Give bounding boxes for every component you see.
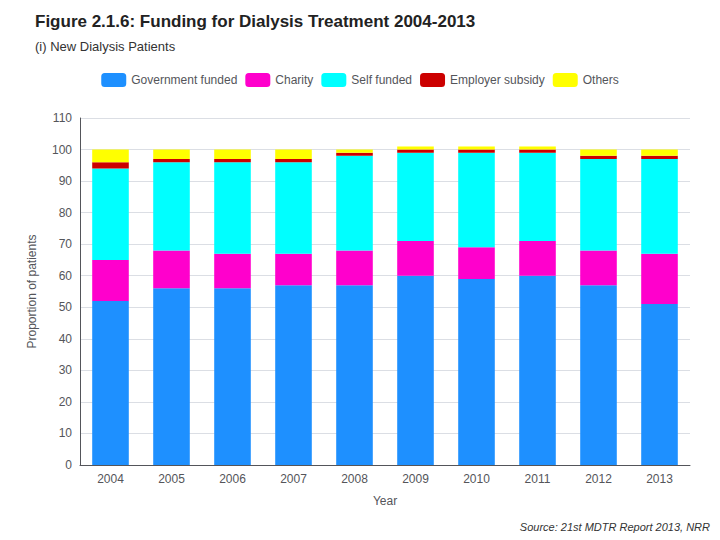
svg-text:110: 110 (53, 111, 72, 125)
svg-text:Figure 2.1.6: Funding for Dial: Figure 2.1.6: Funding for Dialysis Treat… (35, 12, 475, 31)
svg-text:0: 0 (65, 458, 72, 472)
svg-text:(i) New Dialysis Patients: (i) New Dialysis Patients (35, 39, 176, 54)
svg-text:Year: Year (373, 494, 397, 508)
svg-text:Government funded: Government funded (131, 73, 237, 87)
svg-text:80: 80 (59, 206, 73, 220)
svg-text:50: 50 (59, 300, 73, 314)
svg-text:Employer subsidy: Employer subsidy (450, 73, 545, 87)
svg-text:90: 90 (59, 174, 73, 188)
svg-text:Others: Others (583, 73, 619, 87)
svg-text:60: 60 (59, 269, 73, 283)
svg-text:2008: 2008 (341, 472, 368, 486)
svg-text:2011: 2011 (525, 472, 551, 486)
svg-text:2009: 2009 (402, 472, 429, 486)
svg-text:20: 20 (59, 395, 73, 409)
svg-text:Self funded: Self funded (351, 73, 412, 87)
svg-text:40: 40 (59, 332, 73, 346)
svg-text:2012: 2012 (585, 472, 612, 486)
svg-text:10: 10 (59, 426, 73, 440)
svg-text:2006: 2006 (219, 472, 246, 486)
svg-text:2007: 2007 (280, 472, 307, 486)
svg-text:70: 70 (59, 237, 73, 251)
svg-text:30: 30 (59, 363, 73, 377)
svg-text:2005: 2005 (158, 472, 185, 486)
svg-text:Charity: Charity (275, 73, 313, 87)
svg-text:2010: 2010 (463, 472, 490, 486)
svg-text:2013: 2013 (646, 472, 673, 486)
svg-text:Source: 21st MDTR Report 2013,: Source: 21st MDTR Report 2013, NRR (520, 521, 710, 533)
svg-text:100: 100 (52, 143, 72, 157)
svg-text:2004: 2004 (97, 472, 124, 486)
svg-text:Proportion of patients: Proportion of patients (25, 234, 39, 348)
